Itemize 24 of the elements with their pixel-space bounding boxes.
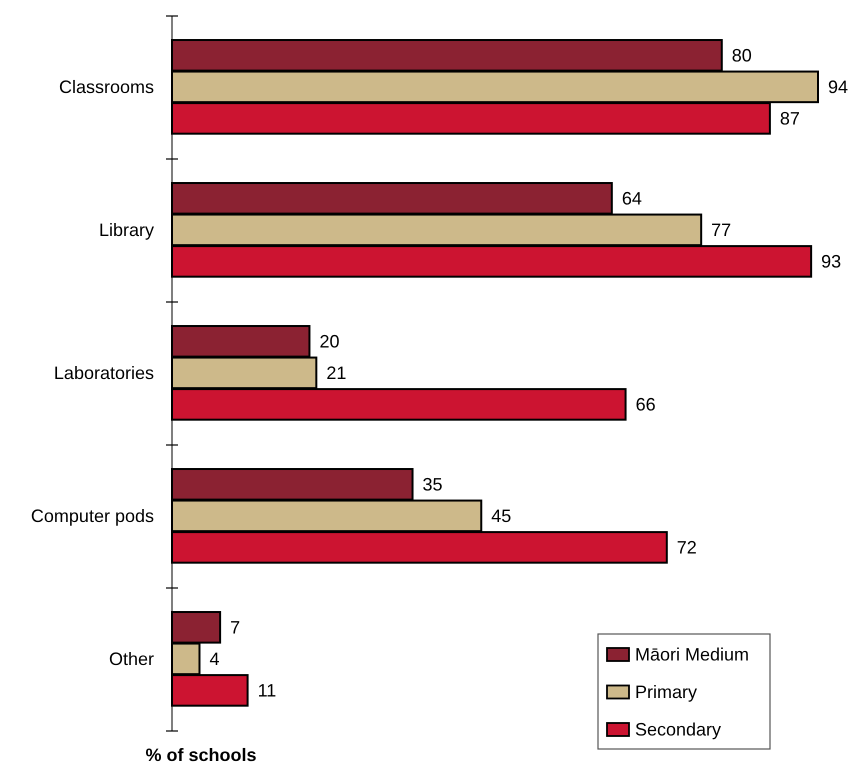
data-label: 45 — [491, 506, 512, 526]
data-label: 94 — [828, 77, 848, 98]
data-label: 77 — [711, 220, 732, 240]
data-label: 4 — [209, 649, 220, 670]
data-label: 87 — [780, 108, 800, 129]
data-label: 80 — [732, 46, 752, 66]
y-tick-label: Library — [98, 220, 154, 240]
legend-label: Primary — [635, 682, 697, 702]
data-label: 35 — [422, 474, 443, 495]
data-label: 66 — [636, 394, 656, 415]
y-tick-label: Other — [108, 649, 154, 670]
data-label: 64 — [622, 188, 642, 209]
y-tick-label: Laboratories — [54, 363, 154, 384]
y-tick-label: Classrooms — [58, 77, 154, 98]
data-label: 20 — [319, 332, 340, 352]
legend-label: Māori Medium — [635, 644, 750, 664]
x-axis-title: % of schools — [145, 745, 257, 765]
data-label: 93 — [821, 252, 842, 272]
data-label: 72 — [676, 538, 697, 558]
y-tick-label: Computer pods — [30, 506, 154, 526]
data-label: 21 — [326, 363, 346, 384]
legend-label: Secondary — [635, 719, 722, 740]
data-label: 11 — [258, 680, 276, 701]
data-label: 7 — [230, 618, 240, 638]
